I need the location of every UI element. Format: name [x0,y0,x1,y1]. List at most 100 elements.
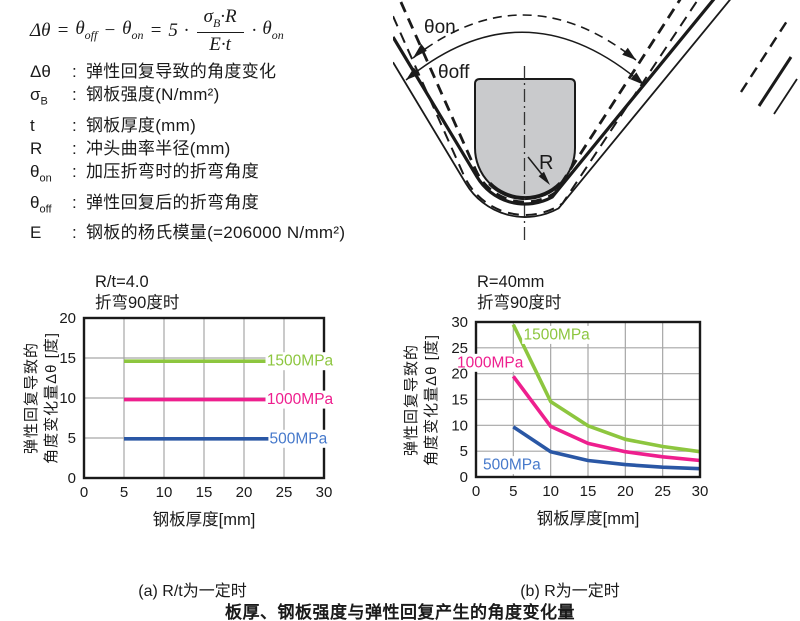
sheet-corner-solid-segment [757,56,793,107]
theta-on-arrowhead-left [413,43,427,58]
legend-colon: : [72,223,77,243]
formula-theta-off: θoff [75,18,98,43]
legend-colon: : [72,62,77,81]
series-line-1000mpa [511,375,701,463]
y-axis-label: 弹性回复导致的 角度变化量Δθ [度] [403,333,440,466]
series-label-1000mpa: 1000MPa [267,391,334,408]
series-label-1000mpa: 1000MPa [457,354,524,371]
x-tick-label: 30 [316,484,333,501]
theta-off-arrowhead-left [406,67,420,80]
legend-symbol: θoff [30,192,52,216]
series-label-bg [455,353,525,372]
legend-colon: : [72,162,77,182]
formula-delta-theta: Δθ [30,19,51,41]
series-label-bg [522,325,592,344]
legend-colon: : [72,192,77,212]
legend-row: σB: 钢板强度(N/mm²) [30,83,345,114]
series-line-500mpa [512,425,701,471]
series-label-500mpa: 500MPa [483,457,541,474]
legend-row: θon: 加压折弯时的折弯角度 [30,160,345,191]
legend-description: 钢板厚度(mm) [86,115,197,135]
y-tick-label: 20 [451,366,468,383]
x-tick-label: 0 [80,484,88,501]
formula-minus: − [103,19,117,41]
x-tick-label: 5 [120,484,128,501]
plot-border [474,320,702,479]
legend-row: θoff: 弹性回复后的折弯角度 [30,191,345,222]
formula-dot2: · [251,19,257,41]
legend-symbol: R [30,139,43,158]
legend-symbol: σB [30,85,48,108]
legend-description: 冲头曲率半径(mm) [86,139,231,158]
formula-coefficient: 5 [168,19,178,41]
y-tick-label: 10 [451,417,468,434]
y-tick-label: 30 [451,314,468,331]
series-label-bg [265,390,335,409]
radius-arrow-line [527,156,545,178]
y-tick-label: 25 [451,340,468,357]
legend-symbol: t [30,115,35,135]
sheet-released-outer-line [393,0,731,218]
series-line-1500mpa [511,323,701,454]
caption-a: (a) R/t为一定时 [138,583,247,600]
y-tick-label: 10 [59,390,76,407]
x-axis-label: 钢板厚度[mm] [153,510,256,529]
legend-description: 加压折弯时的折弯角度 [86,162,259,182]
x-tick-label: 10 [542,483,559,500]
chart-title-line: 折弯90度时 [95,293,179,312]
x-tick-label: 15 [580,483,597,500]
y-tick-label: 0 [460,469,468,486]
chart-b: 1500MPa 1000MPa 500MPa 0 5 10 15 20 25 30 0 5 10 15 20… [400,265,740,550]
formula-theta-on2: θon [262,18,284,43]
legend-row: E: 钢板的杨氏模量(=206000 N/mm²) [30,221,345,244]
series-label-bg [265,352,335,371]
chart-title-line: R/t=4.0 [95,273,149,291]
x-tick-label: 5 [509,483,517,500]
legend-symbol: θon [30,162,52,185]
series-label-1500mpa: 1500MPa [523,326,590,343]
x-tick-label: 0 [472,483,480,500]
formula-equals: = [56,19,70,41]
formula-dot: · [183,19,189,41]
radius-label: R [539,152,553,174]
x-tick-label: 10 [156,484,173,501]
series-label-bg [268,429,329,448]
theta-off-arc [405,31,645,86]
x-tick-label: 20 [236,484,253,501]
y-tick-label: 20 [59,310,76,327]
y-tick-label: 15 [451,392,468,409]
chart-title-line: R=40mm [477,273,544,291]
theta-on-arrowhead-right [622,47,636,60]
x-axis-label: 钢板厚度[mm] [537,509,640,528]
formula-denominator: E·t [209,33,231,55]
y-tick-label: 5 [460,443,468,460]
legend-row: t: 钢板厚度(mm) [30,114,345,137]
chart-title-line: 折弯90度时 [477,293,561,312]
y-tick-label: 0 [68,470,76,487]
legend-description: 钢板的杨氏模量(=206000 N/mm²) [86,223,346,243]
caption-b: (b) R为一定时 [520,583,620,600]
x-tick-label: 25 [276,484,293,501]
radius-arrowhead [538,171,550,185]
legend-description: 钢板强度(N/mm²) [86,85,220,105]
legend-row: Δθ: 弹性回复导致的角度变化 [30,60,345,83]
theta-on-arc [412,14,637,61]
y-tick-label: 5 [68,430,76,447]
legend-description: 弹性回复后的折弯角度 [86,192,259,212]
formula-fraction: σB·R E·t [196,6,244,55]
bending-diagram: θon θoff R [393,0,798,240]
formula-numerator: σB·R [196,6,244,33]
theta-on-label: θon [424,17,456,38]
formula-theta-on: θon [122,18,144,43]
sheet-released-inner-line [393,0,716,206]
y-tick-label: 15 [59,350,76,367]
theta-off-arrowhead-right [630,72,644,85]
formula-equals2: = [149,19,163,41]
sheet-pressed-outer-line [393,0,699,216]
legend-colon: : [72,139,77,158]
x-tick-label: 15 [196,484,213,501]
springback-formula: Δθ = θoff − θon = 5 · σB·R E·t · θon [30,6,284,55]
